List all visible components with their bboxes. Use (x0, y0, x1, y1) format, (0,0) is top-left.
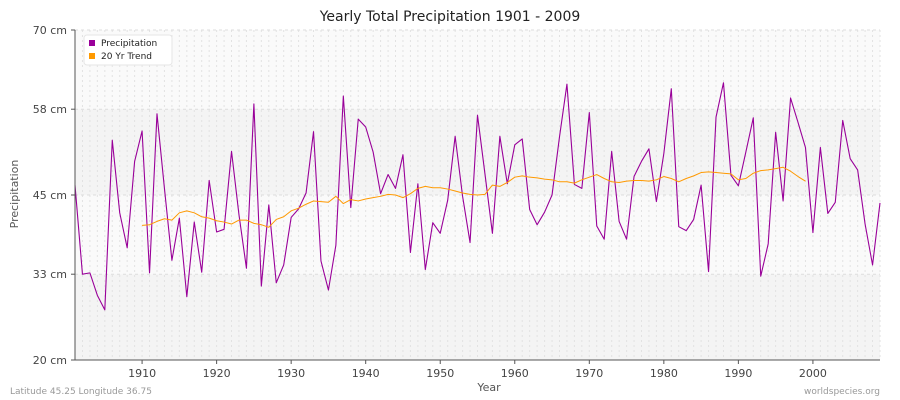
y-tick-label: 33 cm (33, 268, 67, 281)
legend-box (83, 34, 173, 66)
x-tick-label: 1960 (501, 367, 529, 380)
x-tick-label: 1920 (203, 367, 231, 380)
footer-coordinates: Latitude 45.25 Longitude 36.75 (10, 387, 152, 397)
y-tick-labels: 20 cm 33 cm 45 cm 58 cm 70 cm (33, 24, 75, 367)
series-line-precipitation (74, 82, 881, 311)
x-tick-label: 1990 (724, 367, 752, 380)
legend-label-precipitation: Precipitation (101, 39, 157, 49)
legend: Precipitation 20 Yr Trend (83, 34, 173, 66)
y-tick-label: 70 cm (33, 24, 67, 37)
x-tick-label: 1910 (128, 367, 156, 380)
legend-label-trend: 20 Yr Trend (101, 52, 152, 62)
chart-title: Yearly Total Precipitation 1901 - 2009 (319, 9, 581, 25)
series-layer (74, 82, 881, 311)
x-tick-label: 1980 (650, 367, 678, 380)
y-tick-label: 20 cm (33, 354, 67, 367)
y-axis-label: Precipitation (8, 160, 21, 229)
x-tick-label: 2000 (799, 367, 827, 380)
legend-marker-precipitation (89, 40, 95, 46)
y-tick-label: 45 cm (33, 189, 67, 202)
x-axis-label: Year (476, 381, 501, 394)
x-tick-label: 1940 (352, 367, 380, 380)
legend-marker-trend (89, 53, 95, 59)
x-tick-label: 1970 (575, 367, 603, 380)
x-tick-labels: 1910 1920 1930 1940 1950 1960 1970 1980 1990 2000 (128, 360, 827, 380)
series-line-trend (142, 166, 806, 228)
x-tick-label: 1950 (426, 367, 454, 380)
footer-source: worldspecies.org (804, 387, 880, 397)
plot-band (75, 274, 880, 360)
y-tick-label: 58 cm (33, 103, 67, 116)
x-tick-label: 1930 (277, 367, 305, 380)
